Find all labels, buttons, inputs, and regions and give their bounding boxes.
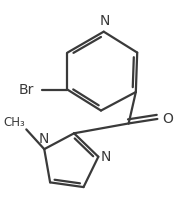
- Text: N: N: [38, 132, 49, 146]
- Text: N: N: [99, 14, 110, 28]
- Text: CH₃: CH₃: [4, 116, 25, 129]
- Text: O: O: [162, 112, 173, 126]
- Text: N: N: [101, 150, 111, 164]
- Text: Br: Br: [19, 83, 34, 97]
